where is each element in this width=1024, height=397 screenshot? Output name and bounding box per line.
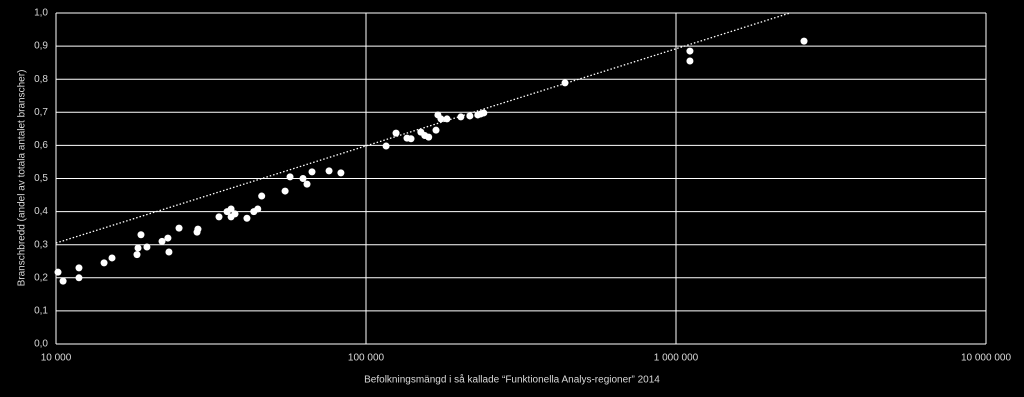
- y-tick-label: 0,4: [34, 206, 48, 217]
- data-point: [100, 259, 108, 267]
- data-point: [325, 167, 333, 175]
- data-point: [561, 79, 569, 87]
- data-point: [258, 192, 266, 200]
- data-point: [457, 113, 465, 121]
- data-point: [432, 126, 440, 134]
- y-tick-label: 0,7: [34, 107, 48, 118]
- y-tick-label: 0,1: [34, 306, 48, 317]
- data-point: [466, 112, 474, 120]
- data-point: [164, 234, 172, 242]
- data-point: [443, 115, 451, 123]
- data-point: [303, 180, 311, 188]
- data-point: [243, 214, 251, 222]
- data-point: [231, 210, 239, 218]
- data-point: [75, 274, 83, 282]
- trendline: [55, 12, 791, 244]
- data-point: [137, 231, 145, 239]
- y-tick-label: 0,9: [34, 41, 48, 52]
- data-point: [134, 244, 142, 252]
- data-point: [175, 224, 183, 232]
- x-tick-label: 10 000 000: [961, 353, 1011, 364]
- data-point: [425, 133, 433, 141]
- data-point: [215, 213, 223, 221]
- data-point: [108, 254, 116, 262]
- data-point: [382, 142, 390, 150]
- data-point: [133, 251, 141, 259]
- data-point: [227, 205, 235, 213]
- data-point: [299, 175, 307, 182]
- y-axis-title: Branschbredd (andel av totala antalet br…: [17, 70, 28, 287]
- y-tick-label: 0,0: [34, 339, 48, 350]
- data-point: [308, 168, 316, 176]
- data-point: [437, 115, 445, 123]
- data-point: [143, 243, 151, 251]
- data-point: [392, 129, 400, 137]
- data-point: [480, 109, 488, 117]
- y-tick-label: 0,3: [34, 239, 48, 250]
- data-point: [281, 187, 289, 195]
- x-tick-label: 100 000: [348, 353, 385, 364]
- x-tick-label: 1 000 000: [654, 353, 699, 364]
- data-point: [75, 264, 83, 272]
- y-tick-label: 0,6: [34, 140, 48, 151]
- data-point: [286, 173, 294, 181]
- data-point: [686, 57, 694, 65]
- data-point: [54, 268, 62, 276]
- data-point: [59, 277, 67, 285]
- y-tick-label: 0,8: [34, 74, 48, 85]
- x-axis-title: Befolkningsmängd i så kallade “Funktione…: [364, 374, 660, 386]
- data-point: [254, 205, 262, 213]
- data-point: [158, 237, 166, 245]
- data-point: [165, 248, 173, 256]
- y-tick-label: 1,0: [34, 8, 48, 19]
- data-point: [337, 169, 345, 177]
- y-tick-label: 0,2: [34, 272, 48, 283]
- data-point: [407, 135, 415, 143]
- data-point: [194, 225, 202, 233]
- data-point: [800, 37, 808, 45]
- data-point: [686, 47, 694, 55]
- x-tick-label: 10 000: [41, 353, 72, 364]
- y-tick-label: 0,5: [34, 173, 48, 184]
